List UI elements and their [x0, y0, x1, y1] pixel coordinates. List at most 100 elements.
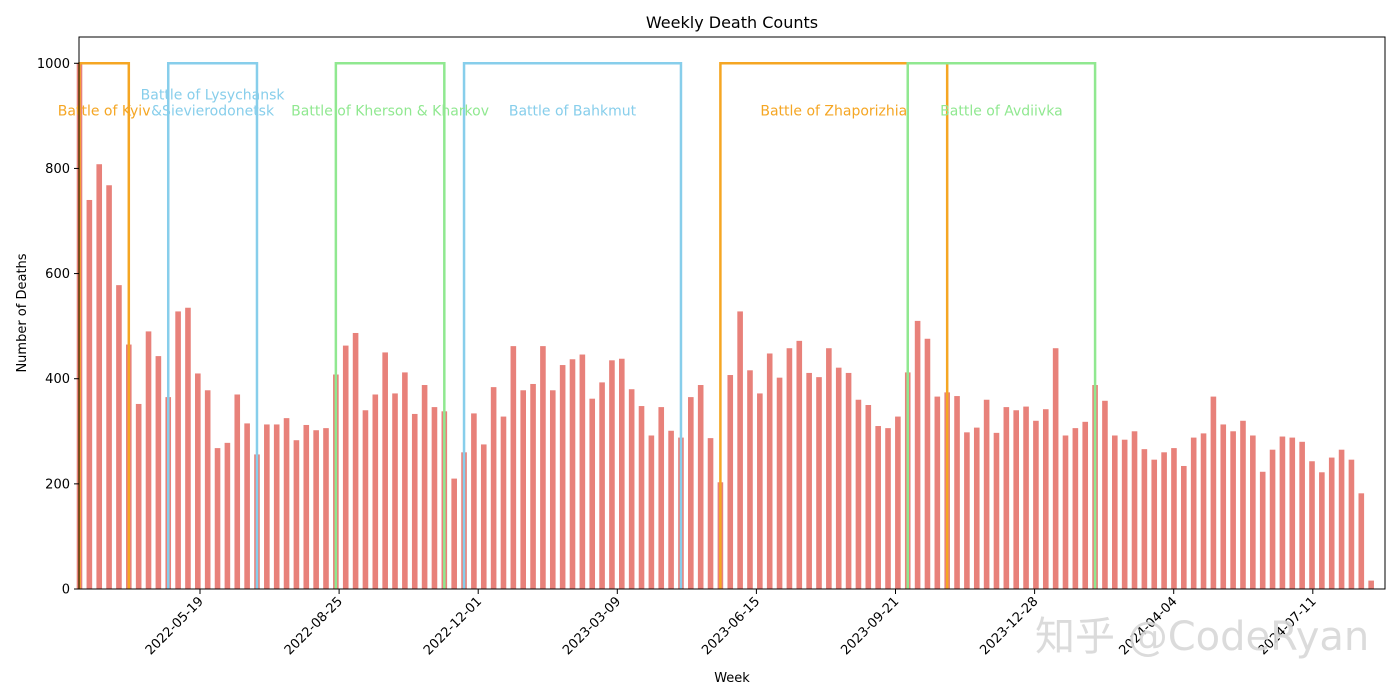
- bar: [530, 383, 536, 589]
- bar: [313, 430, 319, 589]
- bar: [1220, 424, 1227, 589]
- bar: [1131, 431, 1138, 589]
- bar: [372, 394, 379, 589]
- bar: [845, 372, 852, 589]
- bar: [1042, 409, 1049, 589]
- bar: [1161, 452, 1167, 589]
- battle-box: [166, 62, 259, 589]
- bar: [638, 406, 645, 589]
- bar: [1259, 471, 1266, 589]
- bar: [934, 396, 941, 589]
- bar: [1121, 439, 1128, 589]
- bar: [471, 413, 477, 589]
- x-tick-label: 2023-06-15: [699, 594, 763, 658]
- bar: [737, 311, 743, 589]
- bar: [688, 397, 694, 589]
- bar: [549, 390, 556, 589]
- bar: [1190, 437, 1197, 589]
- bar: [875, 426, 881, 589]
- bar: [1033, 420, 1039, 589]
- bar: [914, 320, 921, 589]
- battle-label: Battle of Kyiv: [58, 104, 151, 120]
- bar: [826, 348, 832, 589]
- bar: [964, 432, 970, 589]
- bar: [1112, 435, 1118, 589]
- bar: [1141, 449, 1148, 589]
- bar: [579, 354, 586, 589]
- bar: [865, 405, 872, 589]
- bar: [1181, 465, 1187, 589]
- bar: [993, 432, 1000, 589]
- bar: [352, 332, 359, 589]
- bar: [175, 311, 181, 589]
- bar: [973, 427, 980, 589]
- watermark: 知乎 @CodeRyan: [1035, 614, 1369, 660]
- battle-label: Battle of Lysychansk &Sievierodonetsk: [141, 88, 286, 120]
- bar: [323, 428, 329, 589]
- bar: [668, 430, 674, 589]
- bar: [599, 382, 605, 589]
- bar: [273, 424, 280, 589]
- bar: [776, 377, 783, 589]
- bar: [214, 448, 221, 589]
- chart-title: Weekly Death Counts: [646, 13, 818, 32]
- bar: [145, 331, 152, 589]
- x-tick-label: 2022-12-01: [421, 594, 485, 658]
- bar: [1003, 407, 1010, 589]
- bar: [500, 416, 507, 589]
- x-tick-label: 2023-03-09: [560, 594, 624, 658]
- bar: [924, 338, 931, 589]
- bar: [697, 385, 704, 589]
- y-tick-label: 1000: [37, 57, 70, 72]
- bar: [520, 390, 526, 589]
- x-axis-title: Week: [714, 671, 750, 686]
- bar: [628, 389, 635, 589]
- battle-box: [906, 62, 1097, 589]
- bar: [303, 424, 310, 589]
- bar: [96, 164, 103, 589]
- bar: [648, 435, 655, 589]
- bar: [855, 399, 862, 589]
- bar: [816, 377, 822, 589]
- bar: [747, 370, 753, 589]
- bar: [757, 393, 763, 589]
- bar: [1348, 459, 1355, 589]
- bar: [1299, 441, 1305, 589]
- bar: [589, 398, 596, 589]
- bar: [1309, 461, 1315, 589]
- bar: [1289, 437, 1296, 589]
- bar: [1358, 493, 1365, 589]
- battle-label: Battle of Kherson & Kharkov: [291, 104, 489, 120]
- y-axis: 0 200 400 600 800 1000: [37, 57, 79, 598]
- bar: [1269, 449, 1276, 589]
- bar: [1368, 580, 1374, 589]
- battle-box: [719, 62, 949, 589]
- bar: [402, 372, 408, 589]
- battle-label: Battle of Bahkmut: [509, 104, 637, 120]
- bar: [895, 416, 901, 589]
- bar: [293, 440, 300, 589]
- bar: [786, 348, 793, 589]
- y-tick-label: 200: [45, 477, 70, 492]
- bar: [106, 185, 112, 589]
- battle-box: [462, 62, 683, 589]
- bar: [1240, 420, 1246, 589]
- bar: [796, 340, 803, 589]
- bar: [283, 418, 290, 589]
- bar: [195, 373, 201, 589]
- bar: [411, 413, 418, 589]
- bar: [1210, 396, 1217, 589]
- bar: [1328, 457, 1335, 589]
- bar: [766, 353, 773, 589]
- bar: [204, 390, 211, 589]
- y-tick-label: 400: [45, 372, 70, 387]
- bar: [234, 394, 241, 589]
- battle-box: [334, 62, 446, 589]
- bar: [559, 365, 566, 589]
- bar: [569, 359, 576, 589]
- bar: [619, 358, 625, 589]
- bar: [1250, 435, 1256, 589]
- bar: [727, 375, 734, 589]
- bar: [1279, 436, 1286, 589]
